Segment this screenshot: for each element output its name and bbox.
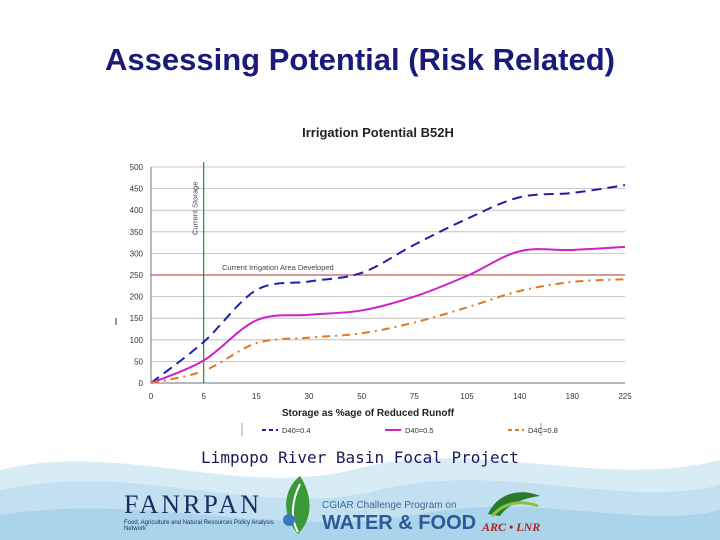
y-tick-label: 400: [130, 206, 144, 215]
y-tick-label: 50: [134, 357, 143, 366]
y-tick-label: 100: [130, 336, 144, 345]
fanrpan-tagline: Food, Agriculture and Natural Resources …: [124, 520, 274, 532]
leaf-icon: [283, 476, 310, 534]
x-tick-label: 50: [357, 392, 366, 401]
x-tick-label: 140: [513, 392, 527, 401]
y-tick-label: 250: [130, 271, 144, 280]
legend-entry: D40=0.5: [405, 426, 434, 435]
y-tick-label: 350: [130, 228, 144, 237]
slide-title: Assessing Potential (Risk Related): [105, 42, 615, 77]
wave-decoration: [0, 458, 720, 540]
arc-logo: ARC • LNR: [478, 484, 548, 534]
fanrpan-logo: FANRPAN: [124, 490, 263, 519]
x-tick-label: 105: [460, 392, 474, 401]
cgiar-line2: WATER & FOOD: [322, 512, 477, 534]
y-tick-label: 150: [130, 314, 144, 323]
x-tick-label: 75: [410, 392, 419, 401]
legend-entry: D40=0.4: [282, 426, 311, 435]
cgiar-line1: CGIAR Challenge Program on: [322, 500, 457, 511]
y-tick-label: 300: [130, 249, 144, 258]
y-tick-label: 450: [130, 185, 144, 194]
arc-text: ARC • LNR: [482, 520, 541, 534]
x-tick-label: 15: [252, 392, 261, 401]
irrigation-potential-chart: Irrigation Potential B52H050100150200250…: [115, 125, 632, 436]
chart-title: Irrigation Potential B52H: [302, 125, 454, 140]
cgiar-logo: CGIAR Challenge Program on WATER & FOOD: [278, 474, 478, 536]
series-line-2: [150, 245, 626, 384]
x-tick-label: 30: [305, 392, 314, 401]
y-tick-label: 200: [130, 293, 144, 302]
legend-entry: D4C=0.8: [528, 426, 558, 435]
current-irrigation-label: Current Irrigation Area Developed: [222, 263, 334, 272]
x-tick-label: 225: [618, 392, 632, 401]
project-caption: Limpopo River Basin Focal Project: [201, 448, 519, 467]
y-axis-label: I: [115, 317, 118, 328]
logo-bar: FANRPAN Food, Agriculture and Natural Re…: [0, 470, 720, 540]
current-storage-label: Current Storage: [191, 182, 200, 235]
y-tick-label: 0: [139, 379, 144, 388]
x-tick-label: 0: [149, 392, 154, 401]
series-line-1: [150, 184, 626, 384]
y-tick-label: 500: [130, 163, 144, 172]
x-tick-label: 180: [566, 392, 580, 401]
series-line-3: [150, 278, 626, 384]
arc-emblem-icon: [488, 492, 540, 518]
x-axis-label: Storage as %age of Reduced Runoff: [282, 408, 455, 419]
x-tick-label: 5: [201, 392, 206, 401]
